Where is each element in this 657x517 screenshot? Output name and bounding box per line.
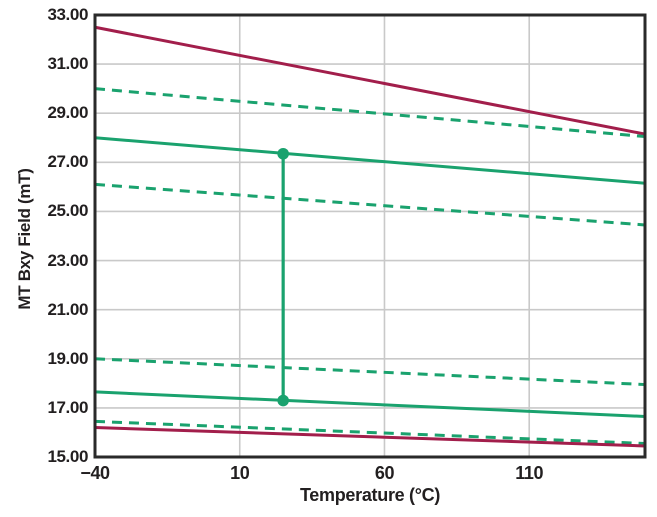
series-upper-sigma-outer-dashed	[94, 87, 646, 139]
series-upper-typical-solid	[94, 136, 646, 185]
series-lower-sigma-outer-dashed	[94, 419, 646, 445]
y-tick-label: 25.00	[47, 201, 88, 221]
y-tick-label: 17.00	[47, 397, 88, 417]
marker-dot-bottom	[277, 394, 289, 407]
y-tick-label: 27.00	[47, 152, 88, 172]
x-axis-title: Temperature (°C)	[299, 485, 441, 505]
series-upper-limit-red	[94, 25, 646, 136]
x-tick-label: 60	[374, 463, 395, 483]
y-tick-label: 33.00	[47, 5, 88, 24]
y-tick-label: 15.00	[47, 447, 88, 466]
x-tick-label: 10	[230, 463, 250, 483]
series-lower-limit-red	[94, 426, 646, 448]
x-tick-label: −40	[80, 463, 110, 483]
y-tick-label: 29.00	[47, 103, 88, 123]
x-tick-label: 110	[515, 463, 544, 483]
series-lower-typical-solid	[94, 390, 646, 418]
y-tick-label: 31.00	[47, 54, 88, 74]
y-tick-label: 21.00	[47, 299, 88, 319]
series-lower-sigma-inner-dashed	[94, 357, 646, 387]
plot-frame	[93, 13, 647, 459]
y-axis-title: MT Bxy Field (mT)	[15, 168, 34, 310]
y-tick-label: 19.00	[47, 348, 88, 368]
series-upper-sigma-inner-dashed	[94, 182, 646, 227]
y-tick-label: 23.00	[47, 250, 88, 270]
marker-dot-top	[277, 147, 289, 160]
